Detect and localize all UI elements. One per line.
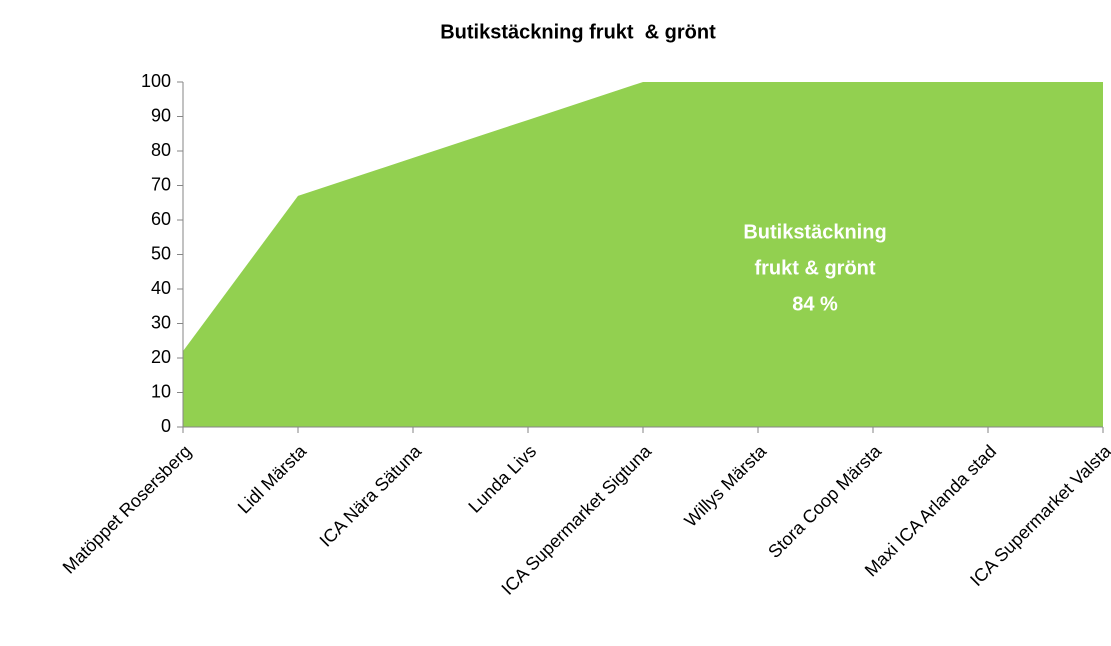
- x-tick-label: Lunda Livs: [464, 441, 540, 517]
- y-tick-label: 80: [151, 140, 171, 160]
- y-tick-label: 50: [151, 243, 171, 263]
- annotation: frukt & grönt: [754, 257, 875, 279]
- y-tick-label: 10: [151, 381, 171, 401]
- annotation: 84 %: [792, 293, 838, 315]
- y-tick-label: 30: [151, 312, 171, 332]
- y-tick-label: 100: [141, 71, 171, 91]
- y-tick-label: 70: [151, 174, 171, 194]
- y-tick-label: 90: [151, 105, 171, 125]
- chart-title: Butikstäckning frukt & grönt: [440, 21, 716, 43]
- x-tick-label: Willys Märsta: [680, 440, 771, 531]
- x-tick-label: Matöppet Rosersberg: [59, 441, 196, 578]
- y-tick-label: 60: [151, 209, 171, 229]
- x-tick-label: Maxi ICA Arlanda stad: [861, 441, 1000, 580]
- annotation: Butikstäckning: [743, 221, 886, 243]
- area: [183, 82, 1103, 427]
- y-tick-label: 0: [161, 416, 171, 436]
- x-tick-label: ICA Nära Sätuna: [316, 440, 426, 550]
- y-tick-label: 40: [151, 278, 171, 298]
- x-tick-label: Lidl Märsta: [234, 440, 311, 517]
- x-tick-label: Stora Coop Märsta: [764, 440, 886, 562]
- y-tick-label: 20: [151, 347, 171, 367]
